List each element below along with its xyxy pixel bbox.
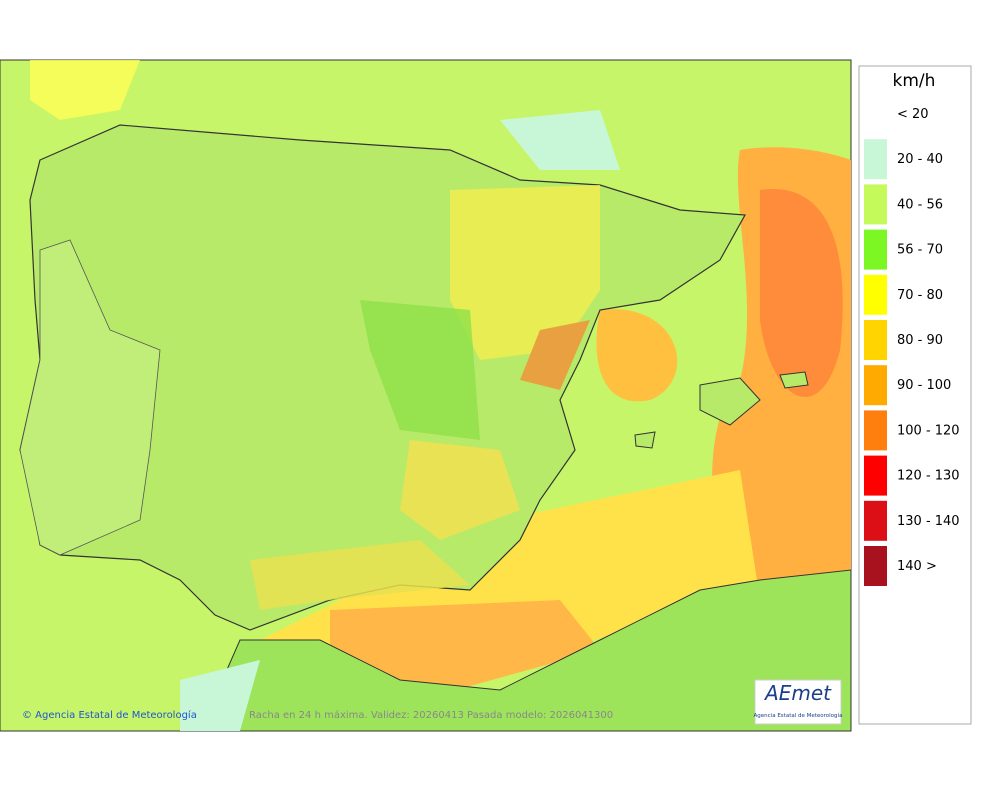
legend-unit: km/h (893, 71, 936, 91)
logo-box (754, 679, 842, 725)
legend-swatch (864, 229, 887, 270)
legend-label: 120 - 130 (897, 469, 960, 484)
land-patch (520, 320, 590, 390)
legend-label: < 20 (897, 107, 929, 122)
legend-label: 100 - 120 (897, 423, 960, 438)
legend-swatch (864, 320, 887, 360)
island (634, 431, 656, 449)
sea-patch (760, 189, 843, 398)
legend-swatch (864, 274, 887, 315)
sea-patch (30, 60, 140, 120)
sea-patch (330, 600, 600, 700)
sea-patch (596, 309, 678, 402)
island (779, 371, 809, 389)
legend-swatch (864, 184, 887, 225)
legend-swatch (864, 410, 887, 451)
caption: Racha en 24 h máxima. Validez: 20260413 … (249, 709, 613, 721)
legend: km/h < 20 20 - 40 40 - 56 56 - 70 70 - 80 80 … (858, 65, 972, 725)
legend-label: 56 - 70 (897, 243, 943, 258)
map: © Agencia Estatal de Meteorología Racha … (0, 59, 852, 732)
land-patch (250, 540, 470, 610)
legend-label: 70 - 80 (897, 288, 943, 303)
legend-label: 40 - 56 (897, 197, 943, 212)
legend-label: 20 - 40 (897, 152, 943, 167)
credit: © Agencia Estatal de Meteorología (22, 709, 197, 721)
portugal (19, 239, 161, 556)
land-patch (360, 300, 480, 440)
legend-label: 130 - 140 (897, 514, 960, 529)
land-patch (400, 440, 520, 540)
africa (199, 569, 852, 732)
logo-subtitle: Agencia Estatal de Meteorología (754, 712, 843, 719)
legend-swatch (864, 455, 887, 496)
legend-swatch (864, 139, 887, 180)
legend-swatch (864, 500, 887, 541)
sea-patch (500, 110, 620, 170)
legend-label: 140 > (897, 559, 937, 574)
land-patch (450, 185, 600, 360)
legend-label: 80 - 90 (897, 333, 943, 348)
land-patch (180, 660, 260, 731)
legend-label: 90 - 100 (897, 378, 951, 393)
legend-swatch (864, 365, 887, 406)
island (699, 377, 761, 426)
logo-name: AEmet (763, 681, 832, 705)
legend-swatch (864, 546, 887, 586)
